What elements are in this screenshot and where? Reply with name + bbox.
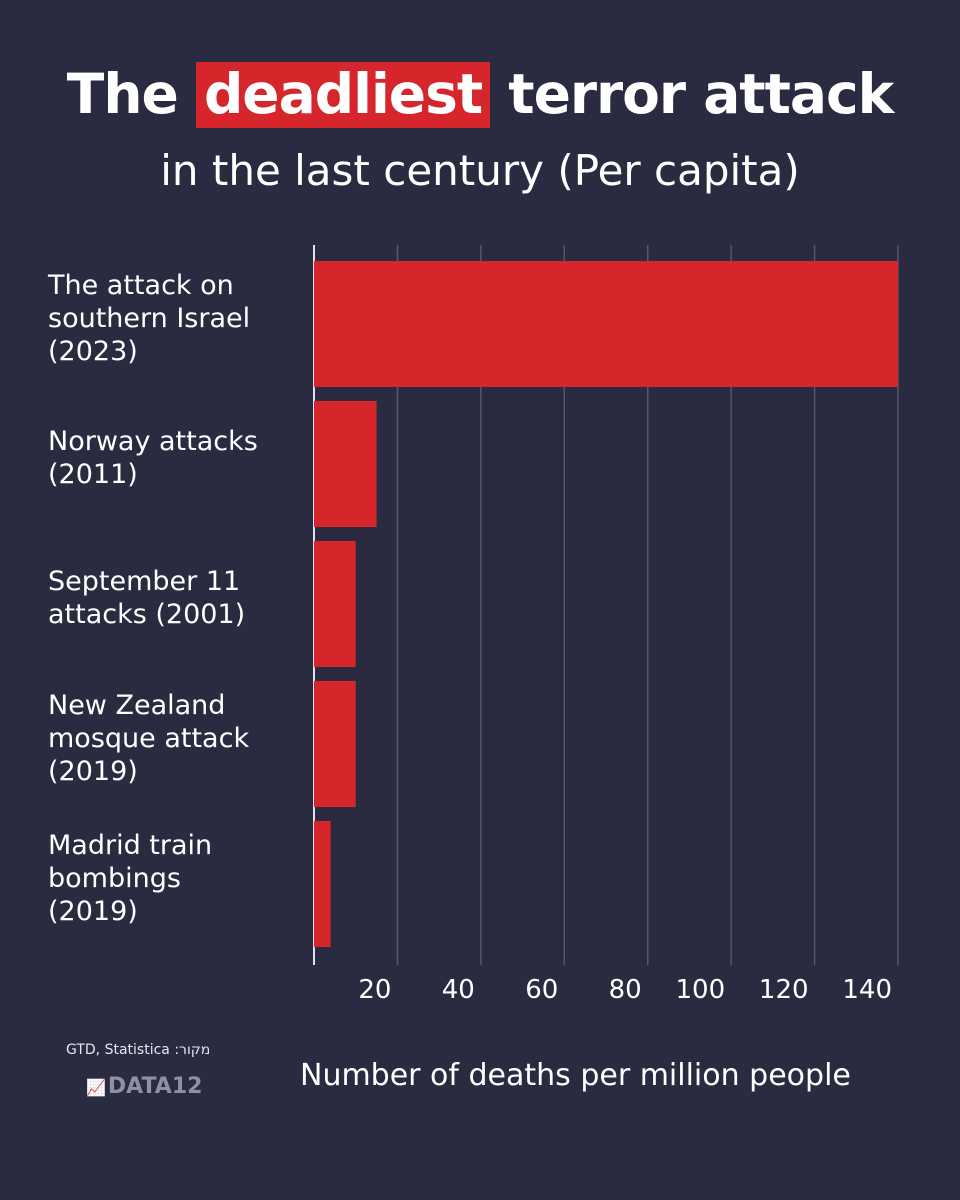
bar <box>314 821 331 947</box>
category-label: The attack on southern Israel (2023) <box>48 269 251 367</box>
x-tick-label: 100 <box>676 975 726 1005</box>
category-label: September 11 attacks (2001) <box>48 566 246 630</box>
title-prefix: The <box>66 62 179 126</box>
x-axis-title: Number of deaths per million people <box>300 1058 851 1093</box>
brand-name: DATA12 <box>107 1074 203 1099</box>
x-tick-label: 40 <box>442 975 475 1005</box>
category-label: New Zealand mosque attack (2019) <box>48 689 250 787</box>
bar <box>314 401 377 527</box>
brand-logo: 📈DATA12 <box>86 1074 202 1099</box>
title-rest: terror attack <box>508 62 894 126</box>
chart-subtitle: in the last century (Per capita) <box>160 146 800 195</box>
category-label: Madrid train bombings (2019) <box>48 829 213 927</box>
x-tick-label: 20 <box>358 975 391 1005</box>
x-tick-label: 140 <box>842 975 892 1005</box>
category-label: Norway attacks (2011) <box>48 426 258 490</box>
x-tick-label: 60 <box>525 975 558 1005</box>
x-tick-label: 80 <box>609 975 642 1005</box>
title-highlight: deadliest <box>195 62 491 128</box>
source-note: GTD, Statistica :מקור <box>66 1042 211 1058</box>
x-tick-label: 120 <box>759 975 809 1005</box>
chart-title: The deadliest terror attack <box>0 62 960 128</box>
chart-growth-icon: 📈 <box>86 1078 106 1097</box>
bar <box>314 261 898 387</box>
bar <box>314 681 356 807</box>
bar <box>314 541 356 667</box>
